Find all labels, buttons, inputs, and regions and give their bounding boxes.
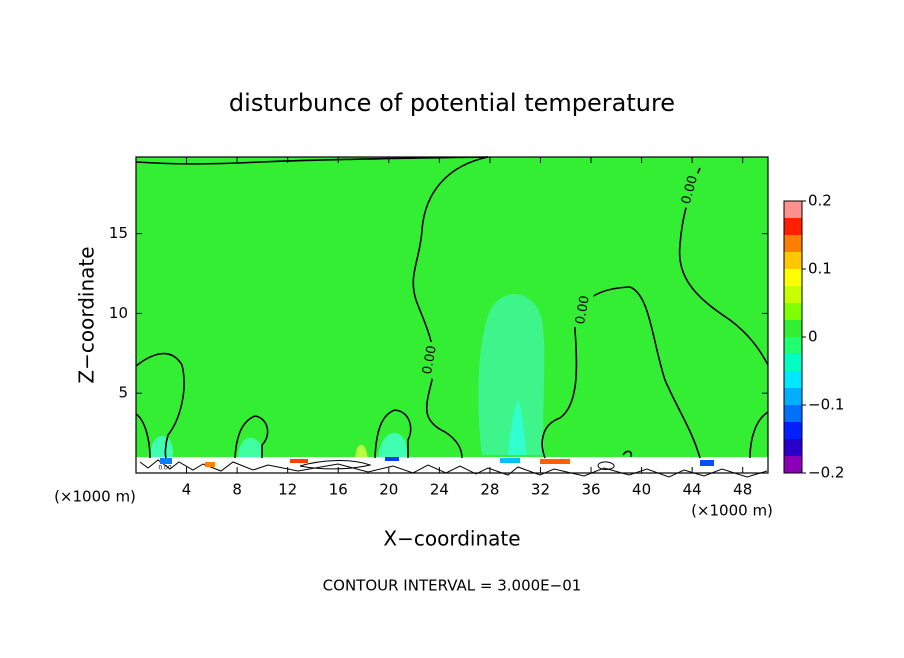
colorbar-cell	[784, 354, 802, 371]
y-tick-label: 10	[109, 304, 128, 322]
contour-label: 0.00	[158, 465, 172, 472]
x-tick-label: 8	[232, 481, 242, 499]
x-axis-label: X−coordinate	[383, 527, 520, 551]
surface-noise	[299, 460, 615, 470]
colorbar-cell	[784, 337, 802, 354]
plume	[478, 293, 545, 455]
y-axis-label: Z−coordinate	[75, 246, 99, 383]
plume-core	[508, 400, 526, 455]
x-tick-label: 16	[329, 481, 348, 499]
chart-title: disturbunce of potential temperature	[229, 89, 675, 117]
cool-spot	[378, 432, 408, 458]
x-tick-label: 44	[683, 481, 702, 499]
contour-label-bg	[418, 340, 442, 380]
colorbar-cell	[784, 320, 802, 337]
contour	[749, 411, 769, 459]
colorbar-tick-label: 0.1	[808, 260, 832, 278]
colorbar-cell	[784, 252, 802, 269]
contours	[135, 156, 769, 459]
x-tick-label: 4	[182, 481, 192, 499]
contour	[135, 413, 151, 459]
contour	[234, 415, 269, 459]
surface-noise	[540, 459, 570, 464]
colorbar-cell	[784, 303, 802, 320]
x-tick-label: 20	[379, 481, 398, 499]
colorbar-cell	[784, 286, 802, 303]
field-fill	[136, 157, 768, 473]
surface-noise	[500, 458, 520, 463]
colorbar-cell	[784, 235, 802, 252]
field	[135, 156, 769, 478]
colorbar-tick-label: −0.1	[808, 396, 844, 414]
colorbar-tick-label: −0.2	[808, 464, 844, 482]
surface-band	[136, 457, 768, 473]
x-unit-label: (×1000 m)	[691, 502, 773, 520]
contour-label: 0.00	[573, 294, 593, 325]
cool-spot	[238, 437, 262, 458]
surface-noise	[385, 457, 399, 461]
colorbar-cell	[784, 201, 802, 218]
contour	[374, 409, 412, 459]
colorbar-tick-label: 0	[808, 328, 818, 346]
x-tick-label: 48	[733, 481, 752, 499]
colorbar-cell	[784, 388, 802, 405]
contour-label: 0.00	[420, 344, 440, 375]
x-tick-label: 40	[632, 481, 651, 499]
contour	[135, 156, 489, 165]
contour	[622, 450, 633, 458]
surface-noise	[290, 459, 308, 463]
surface-noise	[160, 458, 172, 464]
contour-label-bg	[571, 290, 595, 330]
colorbar-cell	[784, 439, 802, 456]
x-tick-label: 32	[531, 481, 550, 499]
x-tick-label: 28	[480, 481, 499, 499]
x-tick-label: 24	[430, 481, 449, 499]
contour	[541, 286, 701, 459]
x-tick-label: 36	[581, 481, 600, 499]
colorbar-cell	[784, 456, 802, 473]
x-tick-label: 12	[278, 481, 297, 499]
surface-noise	[205, 462, 215, 467]
colorbar-cell	[784, 422, 802, 439]
footer-note: CONTOUR INTERVAL = 3.000E−01	[323, 577, 582, 595]
contour-label-bg	[677, 170, 703, 210]
colorbar-cell	[784, 218, 802, 235]
colorbar-cell	[784, 405, 802, 422]
plot-frame	[135, 156, 769, 474]
contour-label: 0.00	[679, 174, 701, 206]
colorbar-cell	[784, 269, 802, 286]
contour	[412, 156, 489, 459]
x-unit-label: (×1000 m)	[54, 488, 136, 506]
colorbar-tick-label: 0.2	[808, 192, 832, 210]
warm-spot	[355, 444, 368, 458]
y-tick-label: 5	[118, 384, 128, 402]
colorbar-cell	[784, 371, 802, 388]
contour	[135, 352, 185, 459]
y-tick-label: 15	[109, 224, 128, 242]
surface-noise	[700, 460, 714, 466]
